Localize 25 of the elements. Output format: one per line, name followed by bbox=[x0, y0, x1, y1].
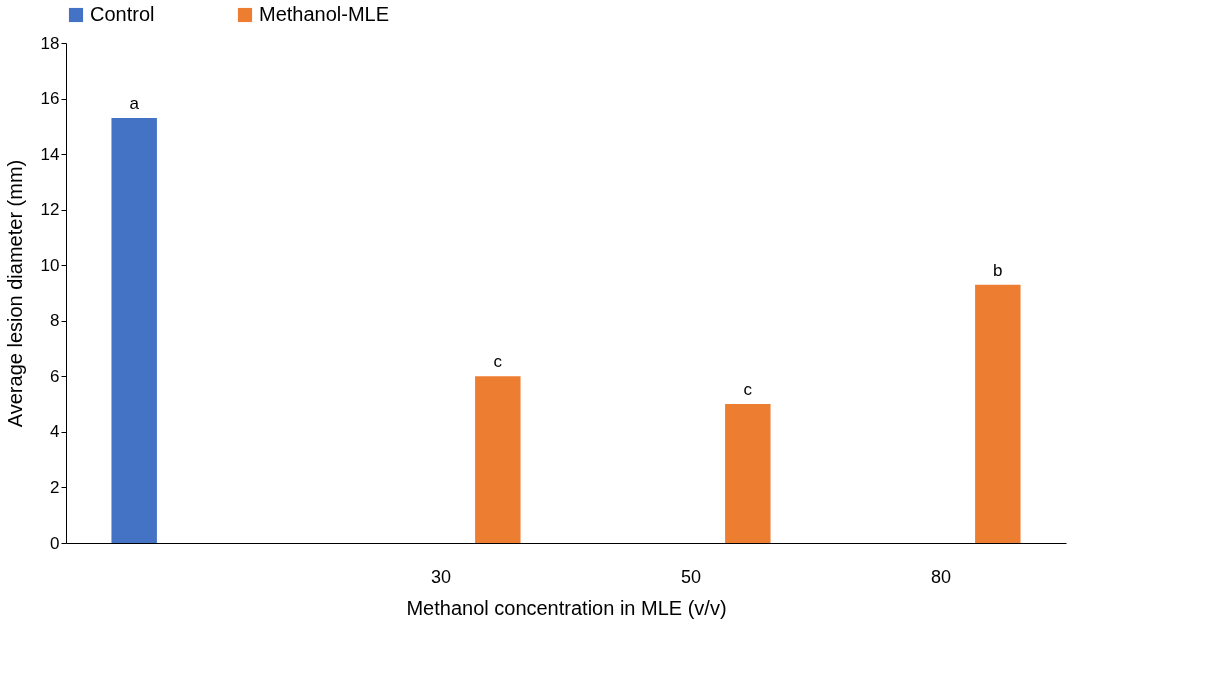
bar bbox=[975, 284, 1021, 543]
bar bbox=[725, 404, 771, 543]
bar bbox=[111, 118, 157, 543]
x-tick-label: 50 bbox=[680, 566, 702, 587]
y-tick-label: 16 bbox=[40, 89, 60, 109]
x-tick-label: 30 bbox=[430, 566, 452, 587]
data-label: c bbox=[493, 352, 503, 372]
data-label: b bbox=[993, 260, 1003, 280]
y-axis-title: Average lesion diameter (mm) bbox=[3, 159, 26, 428]
y-tick-label: 4 bbox=[50, 422, 60, 442]
y-tick-label: 14 bbox=[40, 144, 60, 164]
y-tick-label: 10 bbox=[40, 255, 60, 275]
y-tick-label: 0 bbox=[50, 533, 60, 553]
y-tick-label: 2 bbox=[50, 477, 60, 497]
y-tick-label: 8 bbox=[50, 311, 60, 331]
bar bbox=[475, 376, 521, 543]
legend-label: Control bbox=[90, 3, 155, 25]
x-tick-label: 80 bbox=[930, 566, 952, 587]
y-tick-label: 6 bbox=[50, 366, 60, 386]
legend-label: Methanol-MLE bbox=[259, 3, 390, 25]
y-tick-label: 12 bbox=[40, 200, 60, 220]
x-axis-title: Methanol concentration in MLE (v/v) bbox=[406, 596, 727, 619]
data-label: a bbox=[129, 94, 140, 113]
y-tick-label: 18 bbox=[40, 33, 60, 53]
data-label: c bbox=[743, 380, 753, 400]
